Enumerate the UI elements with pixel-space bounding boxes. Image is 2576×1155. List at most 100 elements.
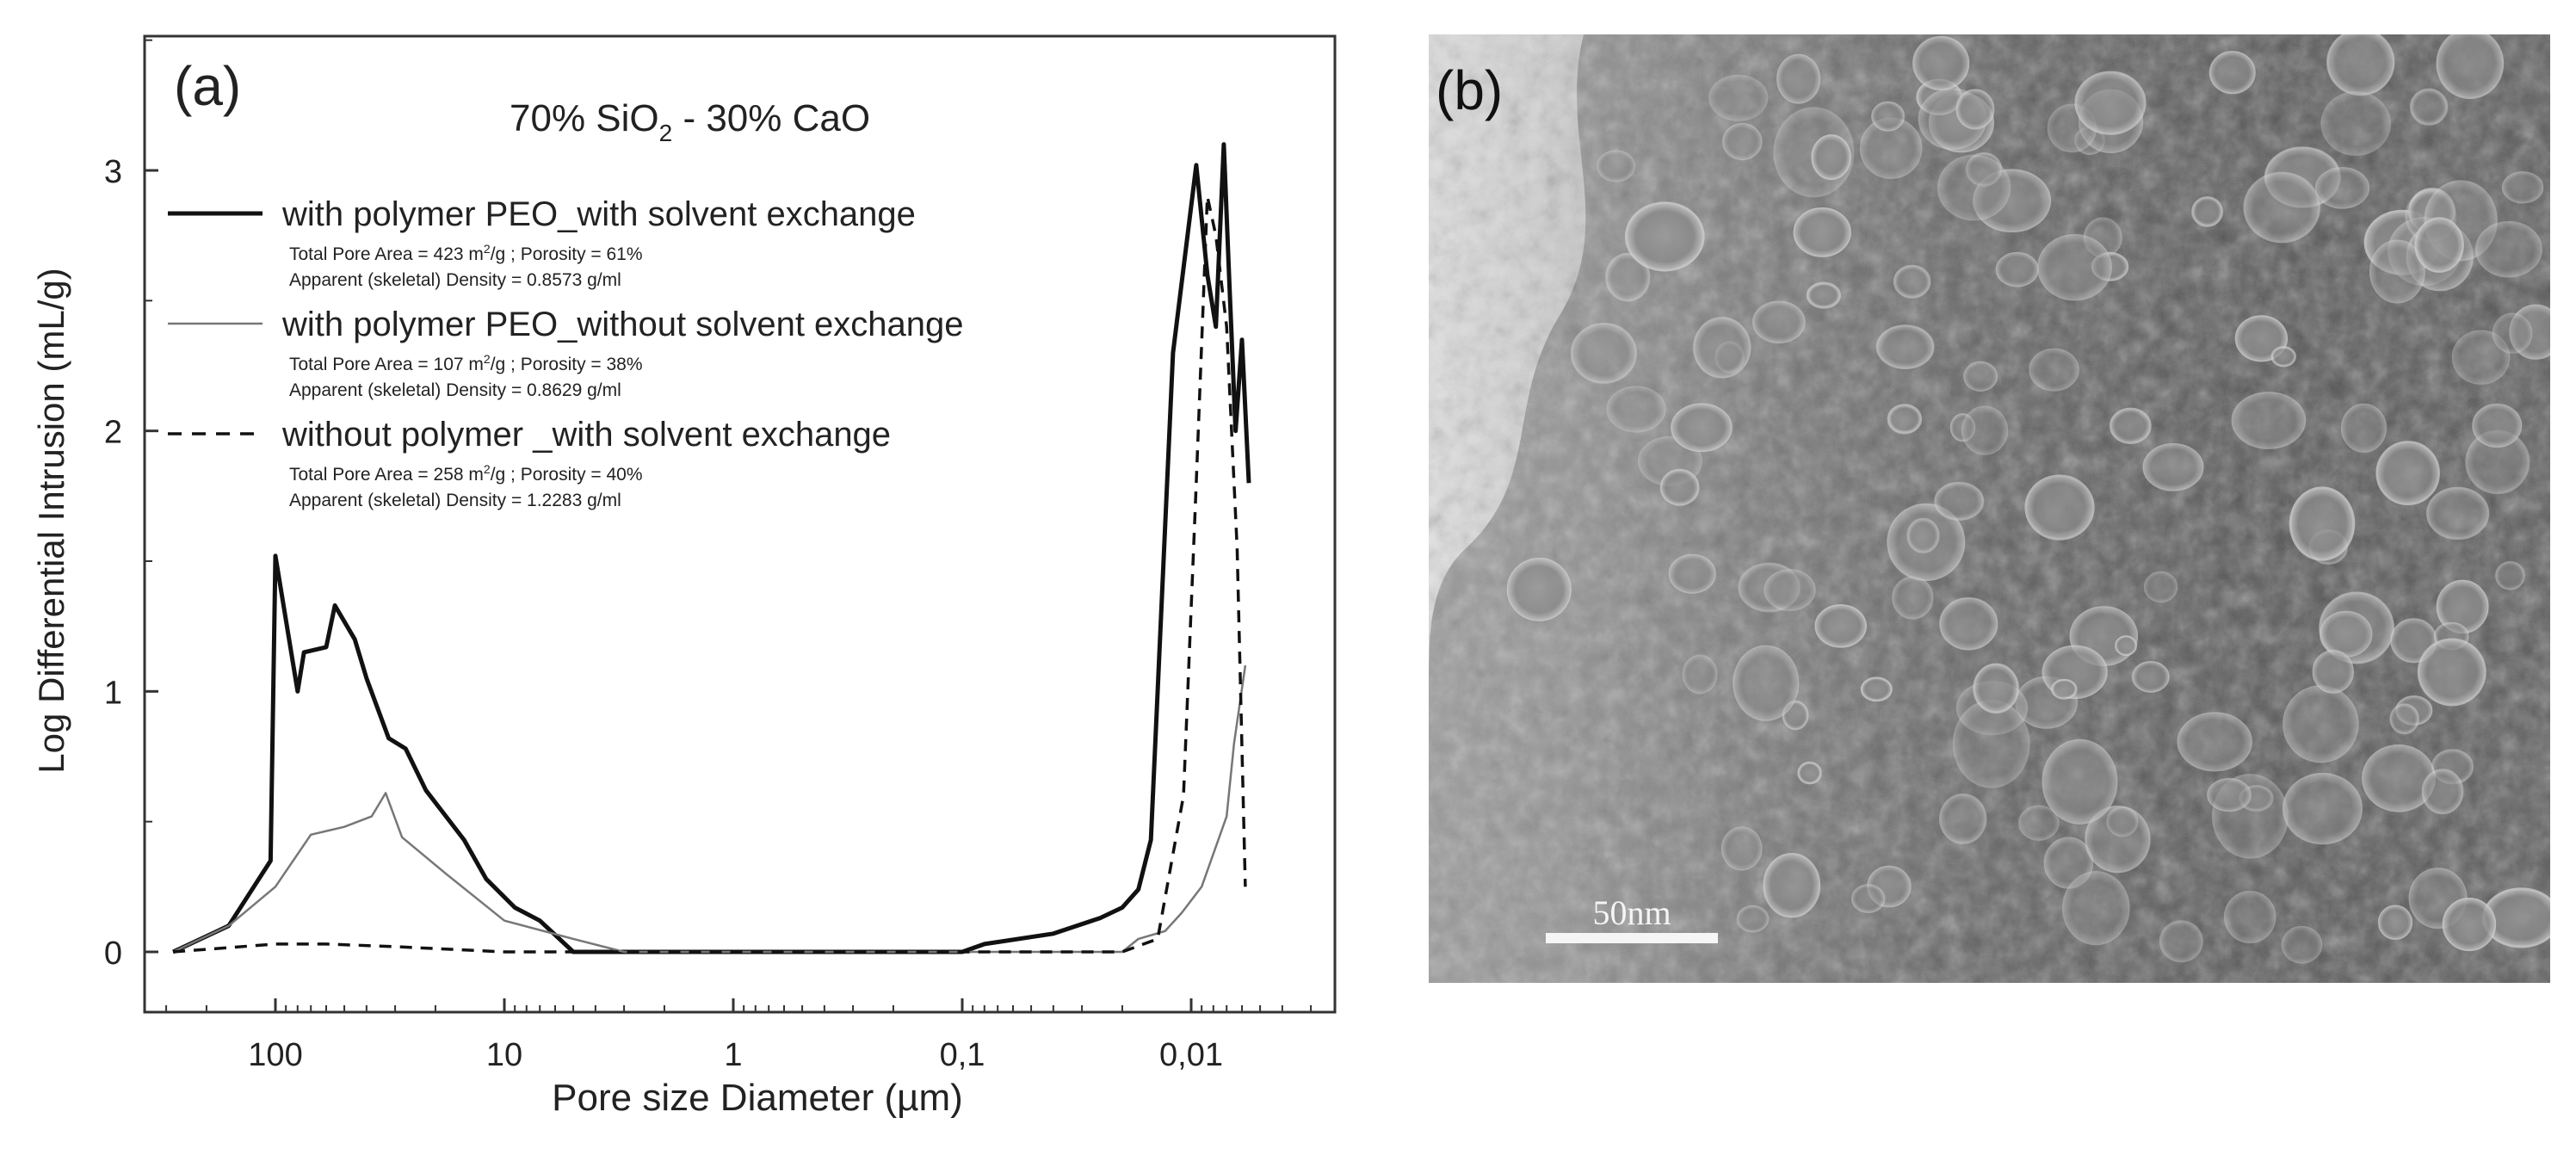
nanoparticle <box>2143 571 2178 603</box>
nanoparticle <box>2283 685 2359 763</box>
series-line-2 <box>172 664 1247 954</box>
x-tick-label: 1 <box>724 1037 742 1073</box>
x-tick-label: 0,01 <box>1159 1037 1223 1073</box>
y-axis-label: Log Differential Intrusion (mL/g) <box>31 268 71 774</box>
nanoparticle <box>2243 171 2320 244</box>
nanoparticle <box>1963 361 1998 392</box>
nanoparticle <box>1793 207 1851 257</box>
panel-label-a: (a) <box>174 55 241 117</box>
nanoparticle <box>2177 712 2252 772</box>
nanoparticle <box>2109 407 2152 444</box>
nanoparticle <box>2159 920 2203 963</box>
nanoparticle <box>1671 403 1733 453</box>
nanoparticle <box>2074 71 2147 135</box>
nanoparticle <box>2207 778 2252 812</box>
nanoparticle <box>2024 474 2095 540</box>
axes: 100 10 1 0,1 0,01 0 1 2 3 <box>104 39 1313 1073</box>
nanoparticle <box>1906 517 1940 553</box>
nanoparticle <box>2061 871 2130 946</box>
legend-label-2: with polymer PEO_without solvent exchang… <box>281 306 964 343</box>
scale-bar <box>1546 933 1718 943</box>
nanoparticle <box>1961 405 2009 455</box>
tem-micrograph: 50nm <box>1429 34 2550 983</box>
nanoparticle <box>1596 150 1636 182</box>
nanoparticle <box>2389 703 2419 735</box>
nanoparticle <box>2042 738 2118 825</box>
nanoparticle <box>1668 553 1716 594</box>
nanoparticle <box>2377 905 2413 941</box>
nanoparticle <box>2312 650 2354 694</box>
panel-label-b: (b) <box>1436 59 1504 121</box>
nanoparticle <box>2051 678 2078 700</box>
nanoparticle <box>1624 201 1705 272</box>
nanoparticle <box>1912 35 1970 91</box>
nanoparticle <box>2436 34 2505 100</box>
y-tick-label: 1 <box>104 675 122 711</box>
nanoparticle <box>1811 134 1852 181</box>
nanoparticle <box>2231 392 2307 449</box>
nanoparticle <box>1733 645 1800 721</box>
nanoparticle <box>2442 898 2497 952</box>
legend-detail-area-3: Total Pore Area = 258 m2/g ; Porosity = … <box>289 462 643 485</box>
nanoparticle <box>2340 403 2388 453</box>
nanoparticle <box>1682 654 1718 695</box>
nanoparticle <box>1871 101 1906 132</box>
scale-bar-label: 50nm <box>1592 893 1671 932</box>
legend-detail-area-1: Total Pore Area = 423 m2/g ; Porosity = … <box>289 242 643 264</box>
nanoparticle <box>2320 91 2391 156</box>
y-tick-label: 2 <box>104 415 122 451</box>
nanoparticle <box>1875 324 1935 369</box>
legend-label-3: without polymer _with solvent exchange <box>281 416 891 454</box>
nanoparticle <box>2501 171 2544 204</box>
nanoparticle <box>2375 441 2440 506</box>
nanoparticle <box>1850 884 1886 913</box>
legend-detail-density-3: Apparent (skeletal) Density = 1.2283 g/m… <box>289 491 621 510</box>
nanoparticle <box>2426 486 2490 540</box>
nanoparticle <box>1887 404 1923 435</box>
legend-detail-density-2: Apparent (skeletal) Density = 0.8629 g/m… <box>289 380 621 400</box>
nanoparticle <box>2018 805 2060 841</box>
nanoparticle <box>1752 300 1806 344</box>
nanoparticle <box>1939 793 1987 844</box>
nanoparticle <box>2451 330 2511 385</box>
nanoparticle <box>2492 312 2533 354</box>
nanoparticle <box>1693 317 1751 379</box>
nanoparticles <box>1506 34 2550 964</box>
nanoparticle <box>1708 74 1769 121</box>
nanoparticle <box>1955 89 1995 130</box>
nanoparticle <box>1797 761 1822 785</box>
nanoparticle <box>1736 905 1770 933</box>
nanoparticle <box>2029 348 2079 392</box>
nanoparticle <box>2132 660 2170 693</box>
nanoparticle <box>1763 852 1821 918</box>
nanoparticle <box>1720 826 1763 871</box>
nanoparticle <box>1722 122 1763 161</box>
nanoparticle <box>2191 196 2223 227</box>
nanoparticle <box>2037 234 2112 301</box>
nanoparticle <box>1605 252 1651 302</box>
nanoparticle <box>2289 486 2356 561</box>
nanoparticle <box>2208 51 2256 95</box>
y-tick-label: 0 <box>104 936 122 972</box>
nanoparticle <box>2414 217 2464 273</box>
nanoparticle <box>2421 769 2464 815</box>
nanoparticle <box>2326 34 2395 96</box>
pore-size-chart: (a) 70% SiO2 - 30% CaO with polymer PEO_… <box>31 34 1337 1119</box>
nanoparticle <box>1973 663 2019 713</box>
series-line-3 <box>172 195 1247 954</box>
plot-frame <box>143 34 1337 1014</box>
legend-detail-density-1: Apparent (skeletal) Density = 0.8573 g/m… <box>289 270 621 290</box>
nanoparticle <box>2410 88 2449 126</box>
nanoparticle <box>2320 610 2373 658</box>
nanoparticle <box>2223 890 2276 944</box>
chart-title: 70% SiO2 - 30% CaO <box>510 97 870 146</box>
nanoparticle <box>2474 220 2543 278</box>
nanoparticle <box>2281 925 2323 964</box>
nanoparticle <box>2106 806 2139 837</box>
nanoparticle <box>1506 558 1572 621</box>
legend: with polymer PEO_with solvent exchange To… <box>168 195 964 510</box>
nanoparticle <box>1937 154 2011 221</box>
nanoparticle <box>2115 635 2137 657</box>
nanoparticle <box>2314 167 2370 209</box>
